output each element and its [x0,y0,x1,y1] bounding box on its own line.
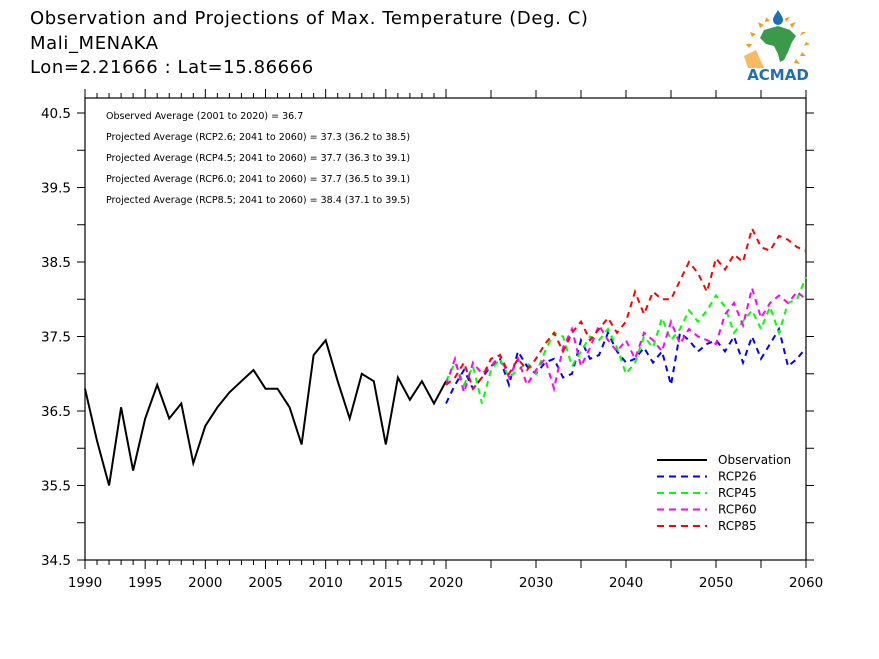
acmad-logo: ACMAD [738,8,818,84]
legend-label: RCP60 [718,503,757,517]
y-tick-label: 34.5 [41,553,71,569]
y-tick-label: 39.5 [41,181,71,197]
series-line-rcp45 [445,276,807,404]
x-tick-label: 2060 [789,575,823,591]
series-line-rcp60 [445,284,807,397]
x-tick-label: 2050 [699,575,733,591]
legend-label: Observation [718,453,791,467]
annotation-text: Projected Average (RCP8.5; 2041 to 2060)… [106,195,410,206]
x-tick-label: 2015 [369,575,403,591]
y-tick-label: 37.5 [41,330,71,346]
y-tick-label: 36.5 [41,404,71,420]
series-line-rcp26 [445,326,807,404]
x-tick-label: 2040 [609,575,643,591]
x-tick-label: 2030 [519,575,553,591]
x-tick-label: 2005 [248,575,282,591]
x-axis: 1990 1995 2000 2005 2010 2015 2020 2030 2040 2050… [68,89,823,591]
x-tick-label: 2000 [188,575,222,591]
annotation-text: Projected Average (RCP2.6; 2041 to 2060)… [106,132,410,143]
legend-label: RCP45 [718,486,757,500]
x-tick-label: 1995 [128,575,162,591]
series-line-rcp85 [445,225,807,391]
annotation-text: Observed Average (2001 to 2020) = 36.7 [106,111,303,122]
y-tick-label: 35.5 [41,479,71,495]
x-tick-label: 1990 [68,575,102,591]
chart-title: Observation and Projections of Max. Temp… [30,8,589,29]
africa-map-sun-icon: ACMAD [744,10,810,84]
y-tick-label: 40.5 [41,106,71,122]
logo-text: ACMAD [747,66,809,84]
y-tick-label: 38.5 [41,255,71,271]
x-tick-label: 2010 [308,575,342,591]
series-line-observation [84,338,447,486]
legend-label: RCP85 [718,519,757,533]
x-tick-label: 2020 [429,575,463,591]
plot-frame [84,97,807,561]
location-coordinates: Lon=2.21666 : Lat=15.86666 [30,57,314,78]
annotation-text: Projected Average (RCP6.0; 2041 to 2060)… [106,174,410,185]
y-axis: 40.5 39.5 38.5 37.5 36.5 35.5 34.5 [41,106,814,569]
annotations: Observed Average (2001 to 2020) = 36.7 Pr… [106,111,410,206]
annotation-text: Projected Average (RCP4.5; 2041 to 2060)… [106,153,410,164]
legend: Observation RCP26 RCP45 RCP60 RCP85 [657,453,791,533]
series-layer [84,225,807,486]
location-name: Mali_MENAKA [30,33,159,54]
legend-label: RCP26 [718,470,757,484]
